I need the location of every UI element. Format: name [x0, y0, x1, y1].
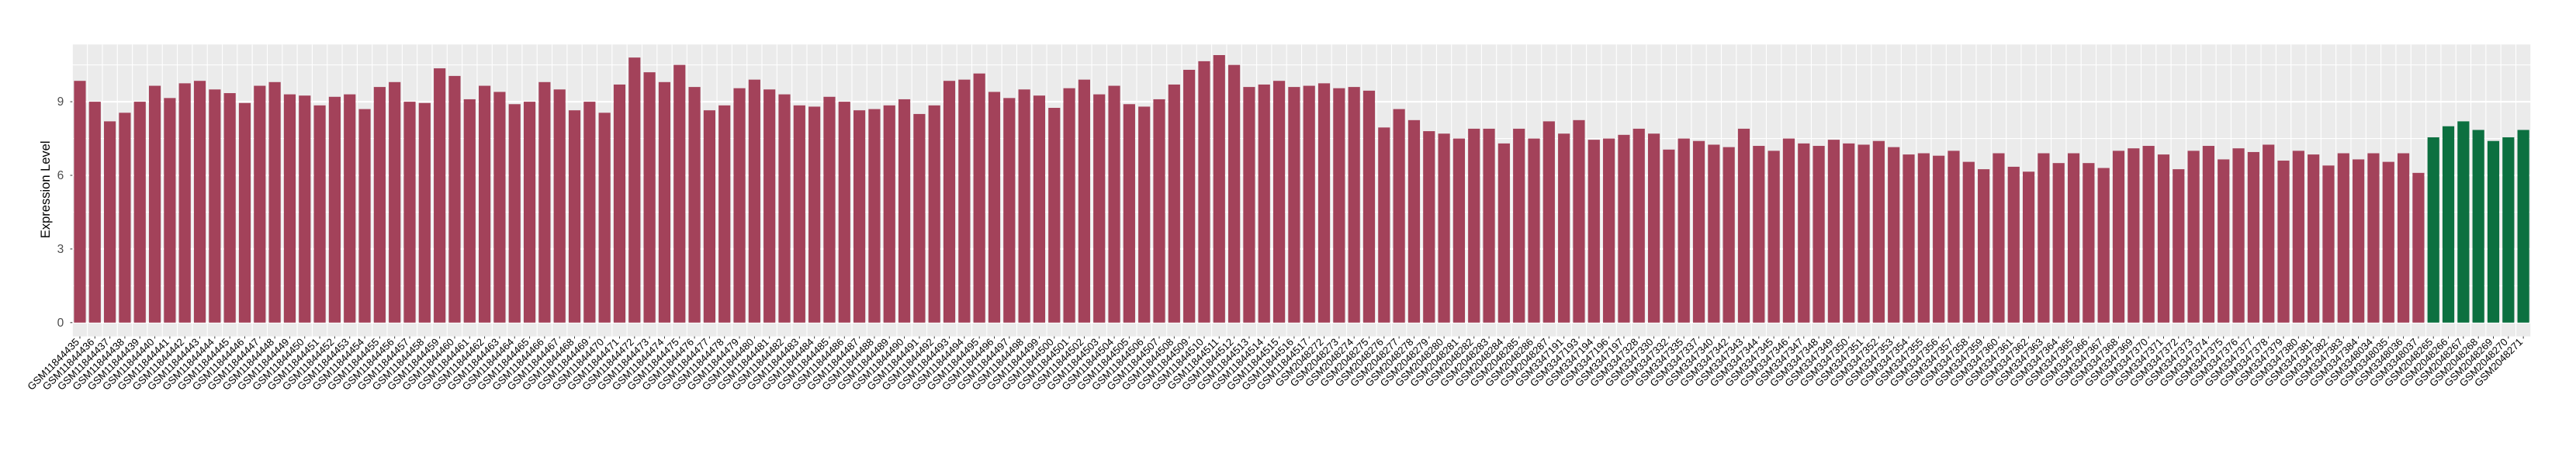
svg-text:9: 9 [57, 95, 64, 109]
svg-text:0: 0 [57, 317, 64, 330]
svg-text:6: 6 [57, 169, 64, 182]
svg-text:Expression Level: Expression Level [39, 140, 53, 238]
svg-text:3: 3 [57, 243, 64, 256]
